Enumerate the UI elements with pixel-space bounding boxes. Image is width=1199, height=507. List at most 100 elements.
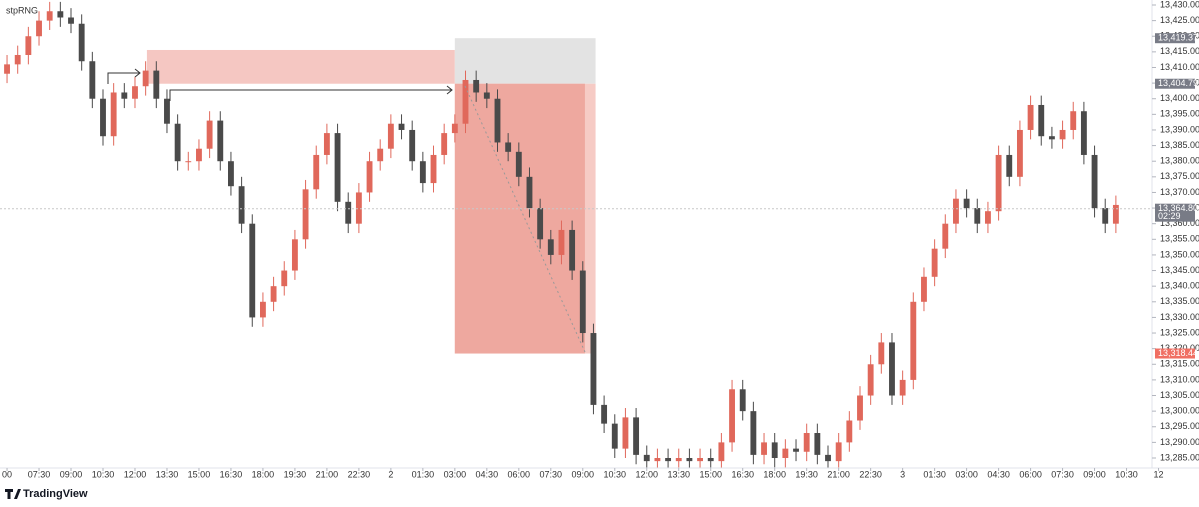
zones	[146, 38, 596, 354]
candle-body	[622, 417, 629, 449]
x-tick-label: 10:30	[92, 469, 115, 479]
candle-body	[953, 198, 959, 224]
candle-body	[4, 64, 10, 74]
arrow	[107, 72, 140, 84]
candle-body	[558, 229, 565, 255]
x-tick-label: 03:00	[955, 469, 978, 479]
x-tick-label: 3	[900, 469, 905, 479]
candle-body	[142, 70, 149, 87]
candle-body	[451, 123, 458, 134]
candle-body	[462, 79, 469, 124]
price-label-box	[1155, 78, 1195, 89]
candle-body	[1048, 136, 1055, 140]
candle-body	[515, 151, 522, 177]
candle-body	[132, 86, 138, 99]
candle-body	[921, 276, 927, 302]
candle-body	[185, 161, 192, 163]
candle-body	[803, 433, 810, 452]
price-label-box	[1155, 33, 1195, 44]
candle-body	[334, 133, 341, 202]
candle-body	[675, 458, 682, 462]
candle-body	[718, 442, 725, 462]
x-tick-label: 04:30	[987, 469, 1010, 479]
x-tick-label: 19:30	[795, 469, 818, 479]
candle-body	[270, 286, 277, 302]
x-tick-label: 03:00	[444, 469, 467, 479]
candle-body	[25, 36, 32, 55]
candle-body	[419, 161, 426, 184]
candle-body	[121, 92, 128, 99]
x-tick-label: 21:00	[827, 469, 850, 479]
drawings	[107, 68, 586, 353]
candle-body	[611, 423, 618, 449]
candle-body	[547, 239, 554, 255]
candle-body	[377, 148, 384, 162]
x-tick-label: 07:30	[540, 469, 563, 479]
candle-body	[473, 79, 480, 93]
x-tick-label: 22:30	[348, 469, 371, 479]
candle-body	[793, 448, 799, 452]
candle-body	[366, 161, 373, 193]
candle-body	[771, 442, 778, 459]
zone	[454, 38, 596, 84]
candle-body	[14, 54, 21, 65]
candle-body	[942, 223, 949, 249]
candle-body	[931, 248, 938, 277]
x-tick-label: 10:30	[604, 469, 627, 479]
x-tick-label: 19:30	[284, 469, 307, 479]
candle-body	[36, 20, 42, 37]
price-label: 13,318.4414	[1158, 348, 1199, 358]
candle-body	[345, 201, 352, 224]
price-label-box	[1155, 203, 1195, 222]
zone	[454, 83, 585, 354]
candle-body	[441, 133, 448, 155]
candle-body	[654, 458, 661, 462]
trend-line	[464, 85, 586, 353]
candle-body	[579, 270, 586, 334]
candle-body	[1027, 104, 1034, 130]
candle-body	[974, 208, 981, 224]
x-tick-label: 06:00	[1019, 469, 1042, 479]
candle-body	[281, 270, 288, 287]
candle-body	[739, 389, 746, 412]
price-label: 13,419.3712	[1158, 33, 1199, 43]
candle-body	[68, 17, 74, 24]
logo: TradingView	[5, 488, 88, 500]
candle-body	[89, 61, 96, 99]
candle-body	[1091, 154, 1098, 209]
x-tick-label: 18:00	[252, 469, 275, 479]
x-tick-label: 09:00	[60, 469, 83, 479]
candle-body	[1102, 208, 1109, 224]
zone	[146, 49, 455, 84]
candle-body	[505, 142, 512, 152]
logo-text: TradingView	[23, 488, 88, 500]
x-tick-label: 13:30	[156, 469, 179, 479]
candle-body	[323, 133, 330, 155]
candle-body	[899, 379, 906, 396]
candle-body	[1080, 111, 1087, 155]
candle-body	[910, 301, 917, 380]
candle-body	[835, 442, 842, 462]
candle-body	[814, 433, 821, 455]
candle-body	[206, 120, 213, 149]
x-tick-label: 07:30	[1051, 469, 1074, 479]
candle-body	[1112, 204, 1119, 224]
x-tick-label: 16:30	[220, 469, 243, 479]
candle-body	[313, 154, 320, 190]
candle-body	[1038, 104, 1045, 137]
candle-body	[430, 154, 437, 184]
candle-body	[846, 420, 853, 443]
